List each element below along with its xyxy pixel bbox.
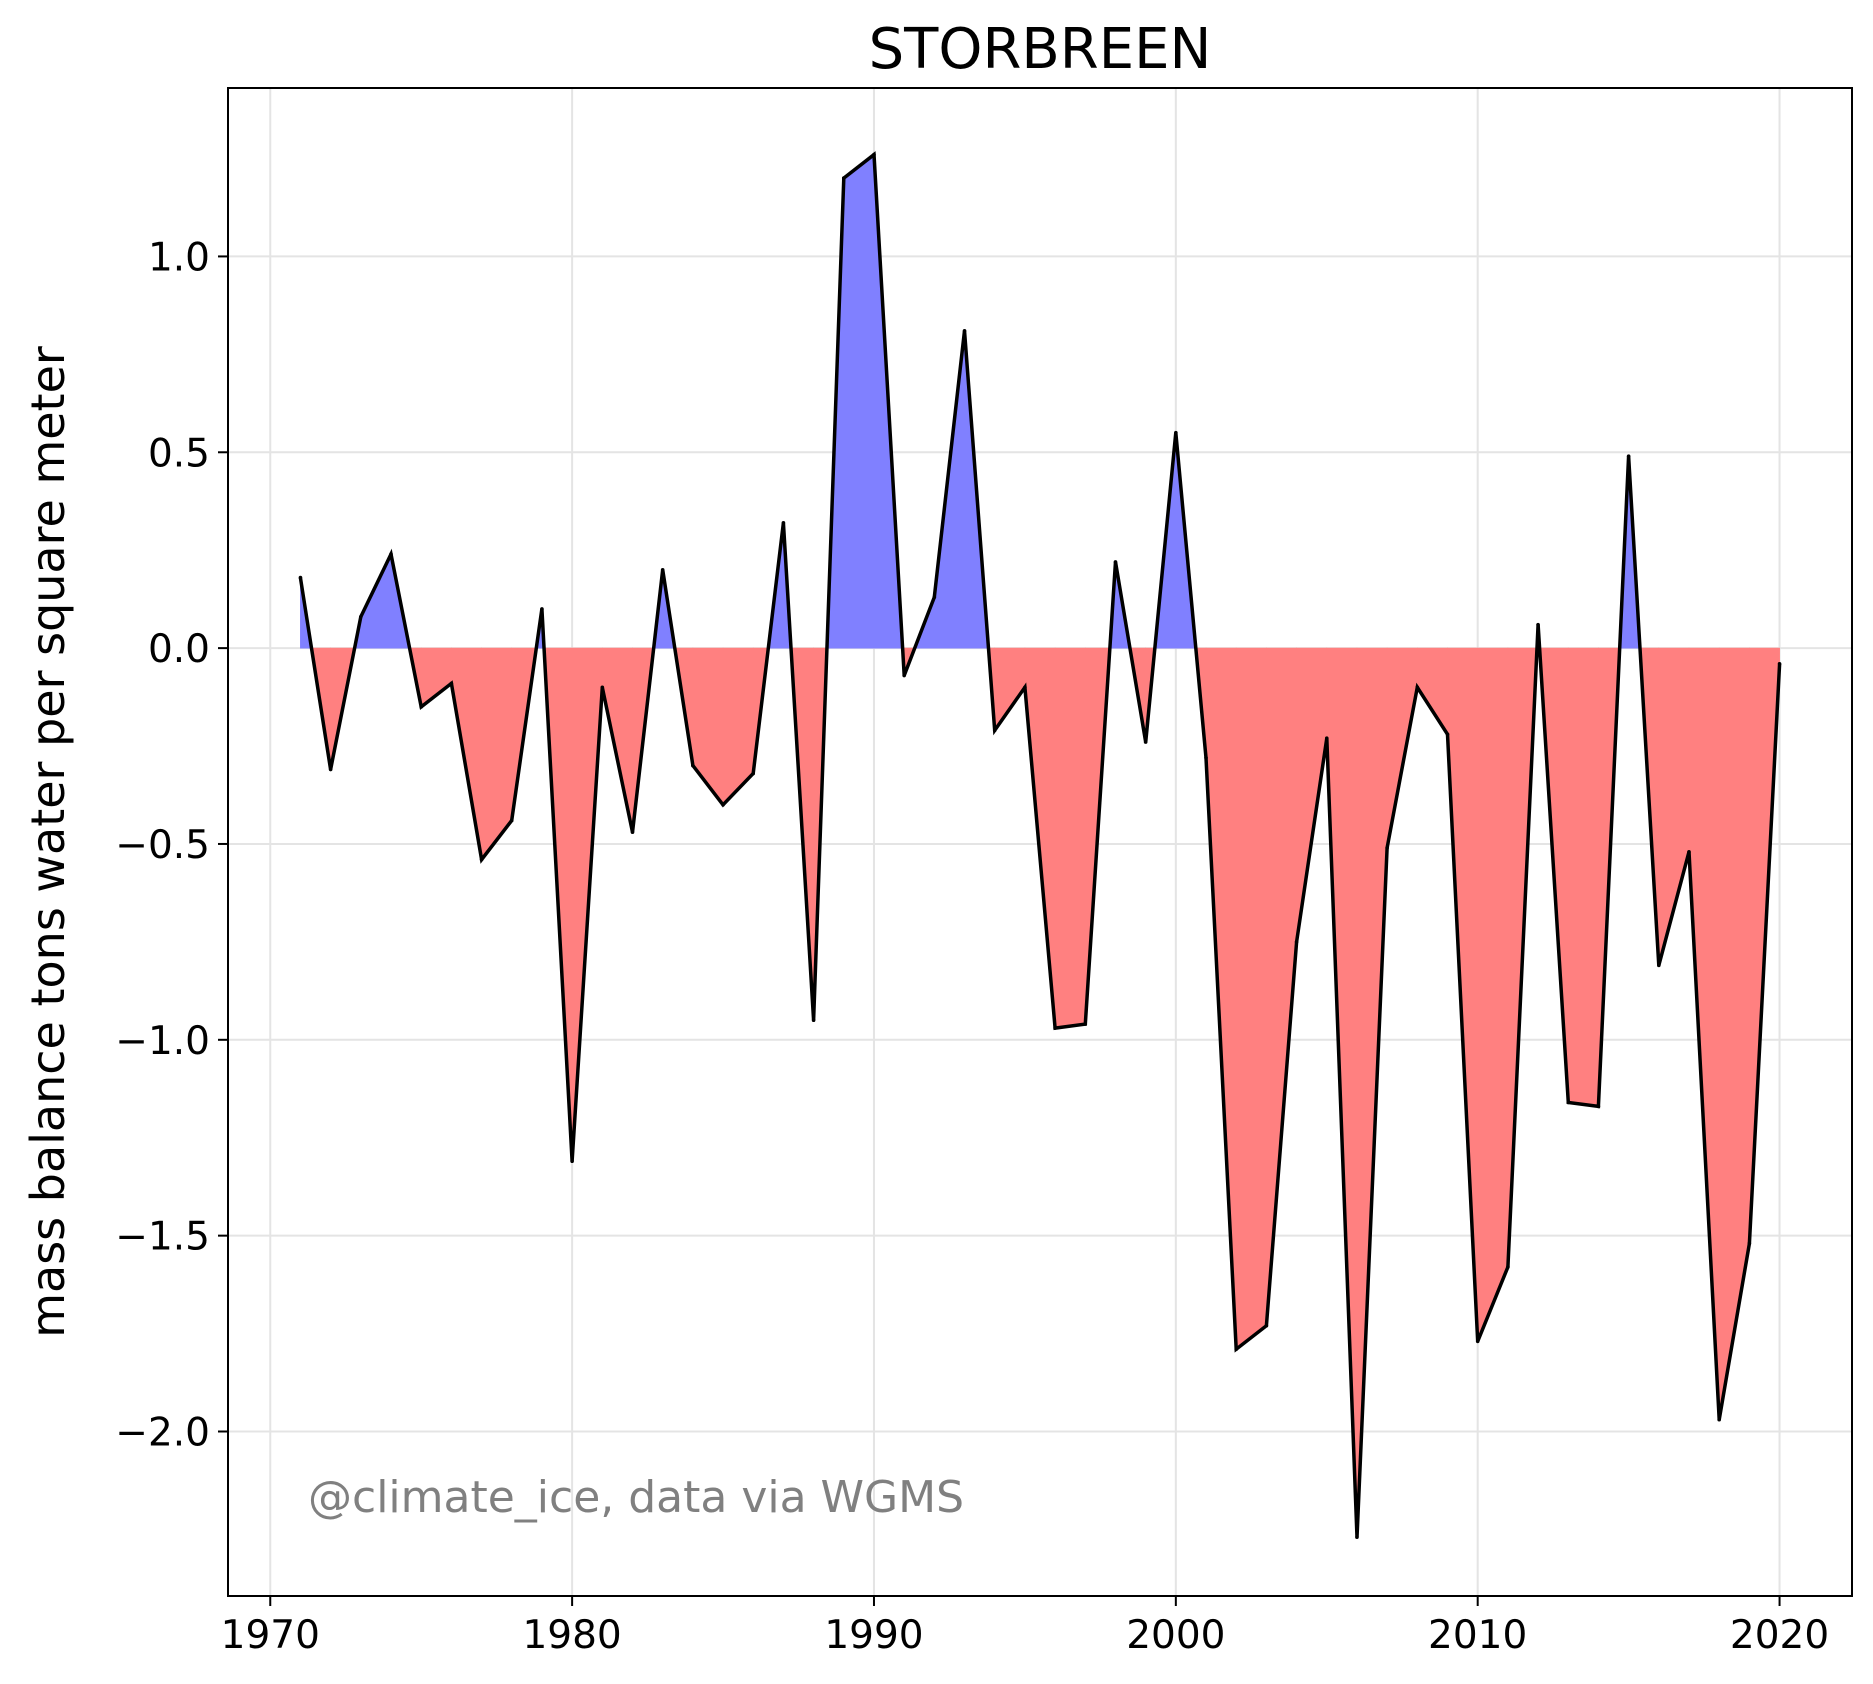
y-tick-label: −2.0 <box>115 1410 210 1455</box>
data-point <box>1053 1026 1057 1030</box>
data-point <box>1355 1535 1359 1540</box>
data-point <box>570 1159 574 1164</box>
data-point <box>1657 963 1661 968</box>
data-point <box>1596 1104 1601 1109</box>
data-point <box>1113 560 1118 564</box>
data-point <box>811 1018 816 1023</box>
data-point <box>449 681 454 686</box>
data-point <box>389 552 393 556</box>
data-point <box>781 520 786 525</box>
data-point <box>328 767 333 772</box>
data-point <box>1415 685 1420 690</box>
negative-area <box>1477 647 1509 1342</box>
data-point <box>479 857 484 862</box>
y-tick-label: 0.5 <box>148 431 210 476</box>
negative-area <box>722 647 754 806</box>
data-point <box>630 830 635 835</box>
data-point <box>962 329 967 333</box>
data-point <box>1174 430 1178 435</box>
x-tick-label: 2000 <box>1126 1613 1225 1658</box>
negative-area <box>1718 647 1750 1420</box>
series-line <box>298 151 1782 1538</box>
negative-area <box>692 647 724 806</box>
data-point <box>540 607 544 611</box>
data-point <box>841 176 846 180</box>
data-point <box>1234 1347 1239 1352</box>
y-axis-label: mass balance tons water per square meter <box>21 346 75 1338</box>
chart-title: STORBREEN <box>869 17 1212 82</box>
x-tick-label: 1980 <box>522 1613 621 1658</box>
data-point <box>1143 740 1148 744</box>
x-tick-label: 2010 <box>1428 1613 1527 1658</box>
data-point <box>298 575 303 580</box>
data-point <box>1083 1022 1088 1026</box>
x-tick-label: 2020 <box>1730 1613 1829 1658</box>
data-point <box>1023 685 1027 690</box>
data-point <box>992 728 997 733</box>
data-point <box>1506 1265 1510 1269</box>
negative-area <box>1296 647 1328 942</box>
data-point <box>1566 1100 1571 1105</box>
data-point <box>691 763 695 768</box>
x-tick-label: 1990 <box>824 1613 923 1658</box>
negative-area <box>1567 647 1599 1107</box>
source-annotation: @climate_ice, data via WGMS <box>308 1472 964 1523</box>
data-point <box>902 673 906 678</box>
x-tick-label: 1970 <box>221 1613 320 1658</box>
series-line-layer <box>298 151 1782 1540</box>
data-point <box>1747 1241 1752 1246</box>
data-point <box>1687 849 1691 854</box>
data-point <box>1536 622 1540 627</box>
positive-area <box>360 553 392 649</box>
data-point <box>1717 1417 1721 1422</box>
data-point <box>932 595 937 599</box>
y-tick-label: −1.0 <box>115 1019 210 1064</box>
data-point <box>419 705 423 709</box>
y-tick-label: −1.5 <box>115 1215 210 1260</box>
negative-area <box>1658 647 1690 966</box>
y-tick-label: −0.5 <box>115 823 210 868</box>
negative-area <box>1054 647 1086 1029</box>
y-tick-label: 1.0 <box>148 235 210 280</box>
negative-area <box>994 647 1026 732</box>
data-point <box>1264 1323 1269 1328</box>
data-point <box>872 152 876 157</box>
data-point <box>660 567 665 572</box>
data-point <box>600 685 605 690</box>
data-point <box>1475 1339 1480 1344</box>
data-point <box>1294 940 1299 944</box>
positive-area <box>843 153 875 649</box>
x-axis: 1970 1980 1990 2000 2010 2020 <box>221 1596 1829 1658</box>
negative-area <box>1235 647 1267 1351</box>
data-point <box>751 771 756 776</box>
plot-frame <box>227 87 1853 1597</box>
data-point <box>1626 454 1631 458</box>
y-tick-label: 0.0 <box>148 627 210 672</box>
negative-area <box>420 647 452 708</box>
data-point <box>1385 846 1389 850</box>
data-point <box>721 802 725 807</box>
data-point <box>359 614 363 619</box>
data-point <box>1204 755 1208 760</box>
y-axis: 1.0 0.5 0.0 −0.5 −1.0 −1.5 −2.0 <box>115 235 228 1455</box>
data-point <box>1777 661 1782 666</box>
data-point <box>1445 732 1450 737</box>
data-point <box>509 818 514 823</box>
data-point <box>1324 736 1329 741</box>
